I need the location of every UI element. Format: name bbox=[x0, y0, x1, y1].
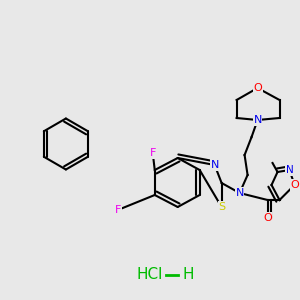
Text: N: N bbox=[236, 188, 244, 198]
Text: O: O bbox=[253, 83, 262, 93]
Text: N: N bbox=[254, 115, 262, 125]
Text: H: H bbox=[183, 267, 194, 282]
Text: S: S bbox=[218, 202, 225, 212]
Text: N: N bbox=[211, 160, 219, 170]
Text: O: O bbox=[263, 213, 272, 223]
Text: N: N bbox=[286, 165, 293, 175]
Text: HCl: HCl bbox=[136, 267, 163, 282]
Text: O: O bbox=[290, 180, 299, 190]
Text: F: F bbox=[150, 148, 156, 158]
Text: F: F bbox=[115, 205, 121, 215]
